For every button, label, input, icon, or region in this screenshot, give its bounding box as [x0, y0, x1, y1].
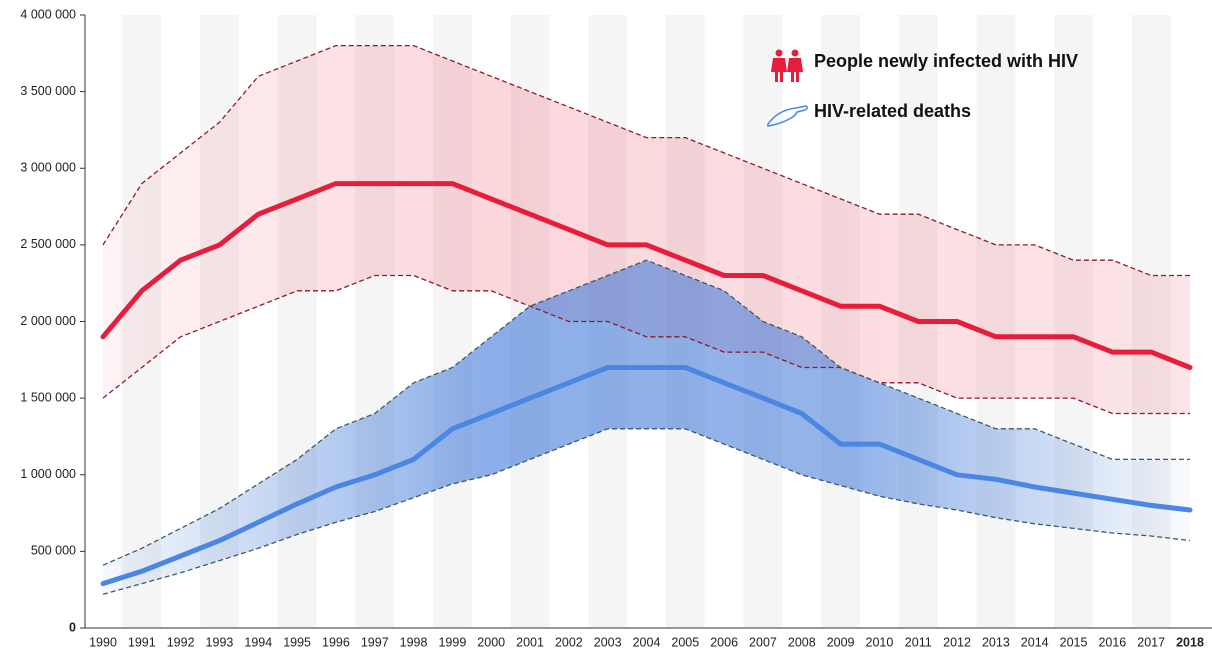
bound-line-lower — [102, 428, 1191, 595]
x-tick-label: 2007 — [749, 635, 777, 649]
y-tick-label: 3 000 000 — [20, 161, 76, 175]
uncertainty-band — [103, 260, 1190, 595]
x-tick-label: 2011 — [905, 635, 932, 649]
legend-label: HIV-related deaths — [814, 101, 971, 121]
series-line — [100, 181, 1193, 370]
x-tick-label: 2014 — [1021, 635, 1049, 649]
x-tick-label: 2013 — [982, 635, 1010, 649]
x-tick-label: 2000 — [477, 635, 505, 649]
x-tick-label: 2001 — [516, 635, 544, 649]
x-tick-label: 1997 — [361, 635, 389, 649]
x-tick-label: 2004 — [633, 635, 661, 649]
x-tick-label: 2005 — [671, 635, 699, 649]
y-tick-label: 2 500 000 — [20, 237, 76, 251]
x-tick-label: 2002 — [555, 635, 583, 649]
y-tick-label: 1 000 000 — [20, 467, 76, 481]
bound-line-upper — [102, 44, 1190, 277]
x-tick-label: 1992 — [167, 635, 195, 649]
x-tick-label: 2006 — [710, 635, 738, 649]
y-tick-label: 1 500 000 — [20, 390, 76, 404]
legend-icon-people — [771, 49, 803, 82]
x-tick-label: 2012 — [943, 635, 971, 649]
x-tick-label: 2003 — [594, 635, 622, 649]
series-line — [100, 365, 1193, 587]
x-tick-label: 1999 — [438, 635, 466, 649]
bound-line-lower — [102, 274, 1190, 415]
y-tick-label: 500 000 — [31, 544, 76, 558]
x-tick-label: 1990 — [89, 635, 117, 649]
y-tick-label: 0 — [69, 620, 76, 634]
x-tick-label: 2015 — [1060, 635, 1088, 649]
y-tick-label: 2 000 000 — [20, 314, 76, 328]
x-tick-label: 2009 — [827, 635, 855, 649]
x-tick-label: 2010 — [866, 635, 894, 649]
x-tick-label: 1994 — [244, 635, 272, 649]
bound-line-upper — [102, 259, 1190, 566]
x-tick-label: 1993 — [206, 635, 234, 649]
y-tick-label: 4 000 000 — [20, 7, 76, 21]
legend-label: People newly infected with HIV — [814, 51, 1078, 71]
legend-icon-deaths — [767, 105, 809, 127]
x-tick-label: 2016 — [1098, 635, 1126, 649]
x-tick-label: 1995 — [283, 635, 311, 649]
x-tick-label: 1996 — [322, 635, 350, 649]
x-tick-label: 2017 — [1137, 635, 1165, 649]
y-tick-label: 3 500 000 — [20, 84, 76, 98]
x-tick-label: 1998 — [400, 635, 428, 649]
x-tick-label: 2008 — [788, 635, 816, 649]
x-tick-label: 2018 — [1176, 635, 1204, 649]
x-tick-label: 1991 — [128, 635, 156, 649]
legend: People newly infected with HIV HIV-relat… — [767, 49, 1078, 127]
